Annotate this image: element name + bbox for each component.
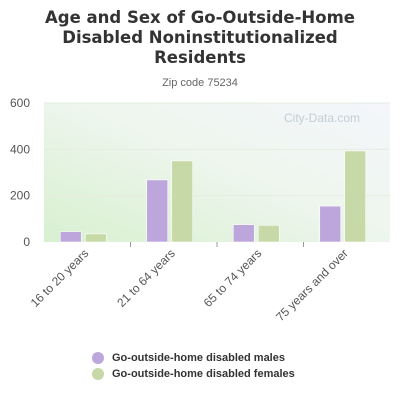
- y-tick-label: 400: [10, 142, 30, 156]
- y-tick-label: 0: [23, 235, 30, 249]
- bar-females-1: [171, 160, 194, 243]
- title-line-2: Disabled Noninstitutionalized: [62, 28, 338, 47]
- bar-males-2: [232, 224, 255, 243]
- legend-swatch-males: [92, 352, 104, 364]
- title-line-1: Age and Sex of Go-Outside-Home: [45, 8, 355, 27]
- chart-subtitle: Zip code 75234: [162, 77, 238, 89]
- bar-males-1: [146, 179, 169, 243]
- y-tick-label: 600: [10, 96, 30, 110]
- x-tick-label: 75 years and over: [273, 246, 351, 324]
- legend-item-males: Go-outside-home disabled males: [92, 350, 295, 366]
- chart-title: Age and Sex of Go-Outside-Home Disabled …: [0, 8, 400, 68]
- legend-item-females: Go-outside-home disabled females: [92, 366, 295, 382]
- legend-label-females: Go-outside-home disabled females: [112, 368, 295, 380]
- watermark: City-Data.com: [284, 111, 360, 125]
- bar-females-0: [84, 233, 107, 243]
- y-tick-label: 200: [10, 189, 30, 203]
- bar-females-3: [344, 150, 367, 243]
- bar-males-0: [59, 231, 82, 243]
- title-line-3: Residents: [154, 48, 246, 67]
- legend: Go-outside-home disabled males Go-outsid…: [92, 350, 295, 382]
- legend-label-males: Go-outside-home disabled males: [112, 352, 285, 364]
- x-tick-label: 65 to 74 years: [201, 246, 265, 310]
- x-tick-label: 16 to 20 years: [28, 246, 92, 310]
- bar-males-3: [319, 205, 342, 243]
- legend-swatch-females: [92, 368, 104, 380]
- bar-females-2: [257, 225, 280, 243]
- x-tick-label: 21 to 64 years: [114, 246, 178, 310]
